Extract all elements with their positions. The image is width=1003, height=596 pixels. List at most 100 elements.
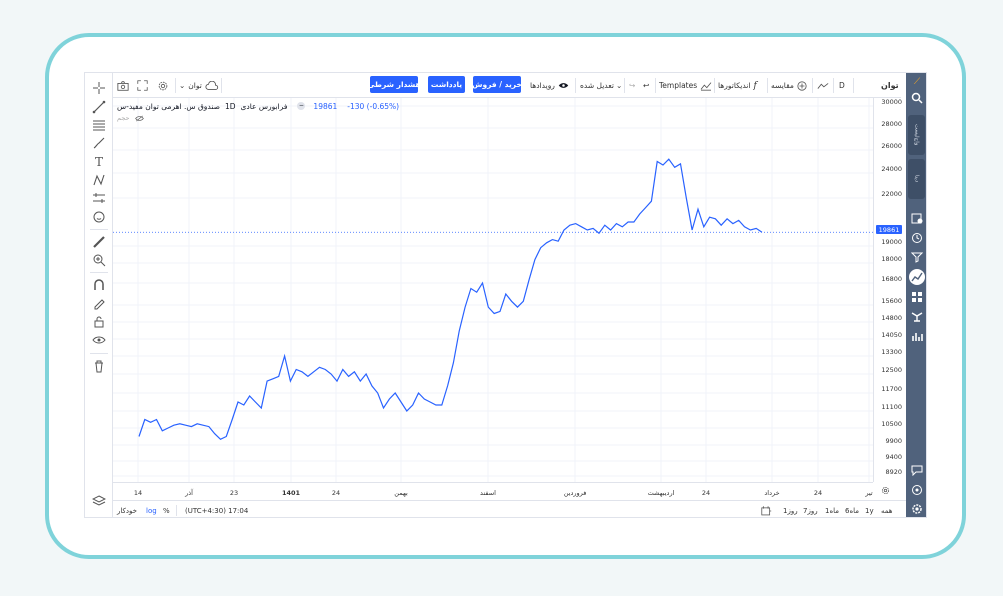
y-tick-label: 24000 bbox=[881, 165, 902, 173]
range-all[interactable]: همه bbox=[881, 506, 893, 515]
layout-icon[interactable] bbox=[909, 290, 925, 304]
legend-title: صندوق س. اهرمی توان مفید-س bbox=[117, 101, 220, 111]
chart-app: T bbox=[84, 72, 927, 518]
compare-label: مقایسه bbox=[771, 81, 794, 90]
brush-icon[interactable] bbox=[91, 136, 107, 150]
auto-scale-toggle[interactable]: خودکار bbox=[117, 506, 137, 515]
chart-type-icon[interactable] bbox=[817, 73, 829, 98]
x-tick-label: آذر bbox=[185, 489, 193, 497]
gear-icon[interactable] bbox=[909, 502, 925, 516]
analysis-icon[interactable] bbox=[909, 329, 925, 343]
fullscreen-icon[interactable] bbox=[137, 73, 148, 98]
timezone-label[interactable]: (UTC+4:30) 17:04 bbox=[185, 506, 249, 515]
emoji-icon[interactable] bbox=[91, 210, 107, 224]
trendline-icon[interactable] bbox=[91, 100, 107, 114]
y-tick-label: 30000 bbox=[881, 98, 902, 106]
y-tick-label: 15600 bbox=[881, 297, 902, 305]
y-tick-label: 9900 bbox=[885, 437, 902, 445]
settings-icon[interactable] bbox=[157, 73, 169, 98]
price-axis[interactable]: 30000 28000 26000 24000 22000 19861 1900… bbox=[873, 98, 906, 482]
scanner-icon[interactable] bbox=[909, 309, 925, 323]
price-chart[interactable] bbox=[113, 98, 873, 482]
events-label: رویدادها bbox=[530, 81, 555, 90]
y-tick-label: 22000 bbox=[881, 190, 902, 198]
help-icon[interactable] bbox=[909, 483, 925, 497]
range-1y[interactable]: 1y bbox=[865, 506, 874, 515]
y-tick-label: 9400 bbox=[885, 453, 902, 461]
history-icon[interactable] bbox=[909, 231, 925, 245]
y-tick-label: 14050 bbox=[881, 331, 902, 339]
symbol-search[interactable]: توان bbox=[881, 81, 899, 90]
volume-label: حجم bbox=[117, 114, 130, 122]
note-button[interactable]: یادداشت bbox=[428, 76, 465, 93]
x-tick-label: اردیبهشت bbox=[647, 489, 675, 497]
compare-menu[interactable]: مقایسه bbox=[771, 73, 807, 98]
time-axis[interactable]: 14 آذر 23 1401 24 بهمن اسفند فروردین ارد… bbox=[113, 482, 873, 500]
adjust-menu[interactable]: تعدیل شده ⌄ bbox=[580, 73, 622, 98]
x-tick-label: اسفند bbox=[480, 489, 496, 497]
data-tab[interactable]: دیتا bbox=[908, 159, 925, 199]
x-tick-label: 24 bbox=[813, 489, 823, 497]
undo-icon[interactable]: ↩ bbox=[643, 81, 650, 90]
calendar-clock-icon[interactable] bbox=[909, 211, 925, 225]
search-icon[interactable] bbox=[909, 91, 925, 105]
filter-icon[interactable] bbox=[909, 250, 925, 264]
percent-scale-toggle[interactable]: % bbox=[163, 506, 170, 515]
chart-panel-icon[interactable] bbox=[909, 269, 925, 285]
collapse-icon[interactable]: − bbox=[297, 102, 306, 110]
hide-volume-icon[interactable] bbox=[135, 112, 144, 124]
crosshair-icon[interactable] bbox=[91, 81, 107, 95]
fib-icon[interactable] bbox=[91, 118, 107, 132]
range-1d[interactable]: 1روز bbox=[783, 506, 798, 515]
alert-button[interactable]: هشدار شرطی bbox=[367, 76, 421, 93]
range-7d[interactable]: 7روز bbox=[803, 506, 818, 515]
redo-icon[interactable]: ↪ bbox=[629, 81, 636, 90]
eye-icon[interactable] bbox=[91, 333, 107, 347]
price-series-line[interactable] bbox=[138, 158, 763, 441]
cloud-save-menu[interactable]: ⌄ توان bbox=[179, 73, 219, 98]
range-6m[interactable]: 6ماه bbox=[845, 506, 860, 515]
axis-settings-icon[interactable] bbox=[880, 485, 891, 498]
trash-icon[interactable] bbox=[91, 359, 107, 373]
draw-mode-icon[interactable] bbox=[91, 296, 107, 310]
magnet-icon[interactable] bbox=[91, 278, 107, 292]
right-sidebar: ⟋ واچ‌لیست دیتا bbox=[906, 73, 926, 517]
range-1m[interactable]: 1ماه bbox=[825, 506, 840, 515]
volume-legend: حجم bbox=[117, 112, 130, 124]
zoom-in-icon[interactable] bbox=[91, 253, 107, 267]
toolbar-divider bbox=[90, 272, 108, 273]
cloud-icon bbox=[205, 80, 218, 90]
ruler-icon[interactable] bbox=[91, 235, 107, 249]
interval-button[interactable]: D bbox=[839, 81, 845, 90]
cloud-save-label: توان bbox=[188, 81, 202, 90]
indicator-fx-icon: f bbox=[753, 80, 757, 91]
templates-menu[interactable]: Templates bbox=[659, 73, 712, 98]
buy-sell-button[interactable]: خرید / فروش bbox=[472, 76, 522, 93]
date-range-icon[interactable] bbox=[761, 501, 772, 517]
log-scale-toggle[interactable]: log bbox=[146, 506, 157, 515]
x-tick-label: 14 bbox=[133, 489, 143, 497]
lock-icon[interactable] bbox=[91, 315, 107, 329]
camera-icon[interactable] bbox=[117, 73, 129, 98]
y-tick-label: 26000 bbox=[881, 142, 902, 150]
y-tick-label: 14800 bbox=[881, 314, 902, 322]
chart-pane[interactable]: صندوق س. اهرمی توان مفید-س 1D فرابورس عا… bbox=[113, 98, 873, 482]
drawing-toolbar: T bbox=[85, 73, 113, 517]
indicators-menu[interactable]: اندیکاتورها f bbox=[718, 73, 757, 98]
y-tick-label: 8920 bbox=[885, 468, 902, 476]
events-toggle[interactable]: رویدادها bbox=[530, 73, 569, 98]
layers-icon[interactable] bbox=[91, 494, 107, 508]
x-tick-label: خرداد bbox=[764, 489, 780, 497]
legend-change: -130 (-0.65%) bbox=[347, 101, 400, 111]
legend-type: فرابورس عادی bbox=[240, 101, 288, 111]
prediction-icon[interactable] bbox=[91, 191, 107, 205]
y-tick-label: 10500 bbox=[881, 420, 902, 428]
indicators-label: اندیکاتورها bbox=[718, 81, 751, 90]
chat-icon[interactable] bbox=[909, 463, 925, 477]
current-price-badge: 19861 bbox=[876, 225, 902, 234]
text-tool-icon[interactable]: T bbox=[94, 155, 103, 169]
legend-interval: 1D bbox=[224, 101, 236, 111]
watchlist-tab[interactable]: واچ‌لیست bbox=[908, 115, 925, 155]
chevron-down-icon: ⌄ bbox=[615, 81, 623, 90]
pattern-icon[interactable] bbox=[91, 173, 107, 187]
